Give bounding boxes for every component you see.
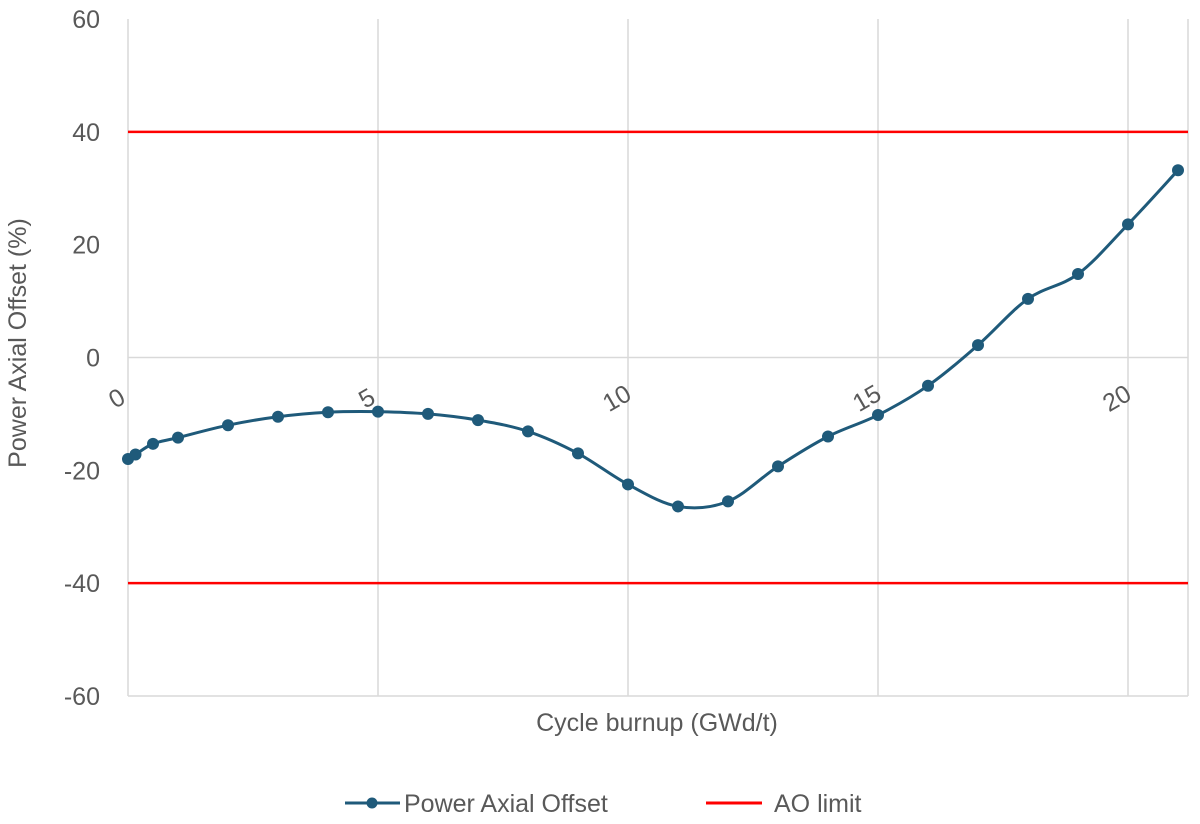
- data-point: [147, 437, 159, 450]
- data-point: [1022, 292, 1034, 305]
- data-point: [472, 414, 484, 427]
- x-tick-label: 10: [598, 379, 636, 417]
- data-point: [172, 431, 184, 444]
- data-point: [672, 500, 684, 513]
- data-point: [129, 448, 142, 461]
- y-tick-labels: -60 -40 -20 0 20 40 60: [64, 6, 100, 711]
- legend-label-power-axial-offset: Power Axial Offset: [404, 790, 608, 818]
- data-point: [1172, 164, 1184, 177]
- data-point: [372, 405, 384, 418]
- y-tick-label: -20: [64, 457, 100, 485]
- data-point: [272, 410, 284, 423]
- data-point: [1072, 268, 1084, 281]
- power-axial-offset-series: [122, 164, 1184, 513]
- legend-label-ao-limit: AO limit: [774, 790, 862, 818]
- data-point: [772, 460, 784, 473]
- legend: Power Axial Offset AO limit: [345, 790, 862, 818]
- data-point: [422, 407, 434, 420]
- data-point: [322, 406, 334, 419]
- x-tick-labels: 0 5 10 15 20: [104, 379, 1136, 417]
- data-point: [222, 419, 234, 432]
- x-axis-title: Cycle burnup (GWd/t): [536, 709, 778, 737]
- data-point: [872, 409, 884, 422]
- data-point: [922, 379, 934, 392]
- y-tick-label: 20: [72, 232, 100, 260]
- x-tick-label: 0: [104, 383, 130, 414]
- data-point: [722, 495, 734, 508]
- data-point: [822, 430, 834, 443]
- y-tick-label: 0: [86, 345, 100, 373]
- legend-marker-power-axial-offset: [366, 797, 378, 809]
- y-tick-label: 60: [72, 6, 100, 34]
- legend-item-ao-limit: AO limit: [706, 790, 862, 818]
- data-point: [522, 425, 534, 438]
- y-tick-label: 40: [72, 119, 100, 147]
- data-point: [972, 339, 984, 352]
- y-tick-label: -40: [64, 570, 100, 598]
- data-point: [1122, 218, 1134, 231]
- data-point: [622, 478, 634, 491]
- legend-item-power-axial-offset: Power Axial Offset: [345, 790, 608, 818]
- power-axial-offset-line: [127, 169, 1180, 510]
- ao-limit-lines: [128, 130, 1188, 585]
- y-axis-title: Power Axial Offset (%): [4, 218, 32, 468]
- x-tick-label: 20: [1098, 379, 1136, 417]
- y-tick-label: -60: [64, 683, 100, 711]
- data-point: [572, 447, 584, 460]
